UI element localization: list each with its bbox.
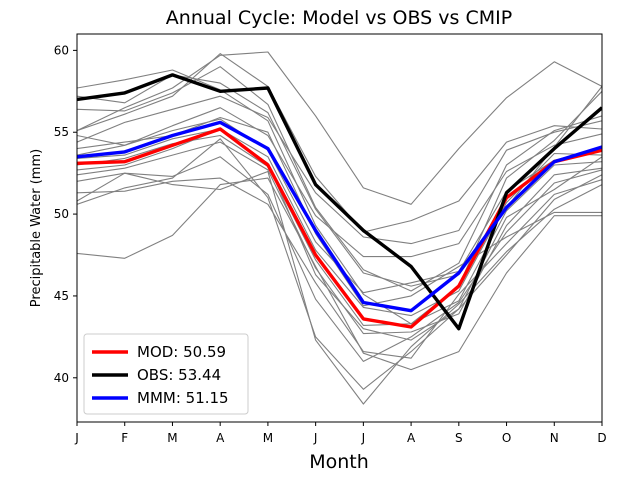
y-tick-label: 45 bbox=[54, 289, 69, 303]
ensemble-line bbox=[77, 128, 602, 317]
ensemble-line bbox=[77, 95, 602, 245]
plot-border bbox=[76, 33, 603, 423]
x-tick-label: N bbox=[550, 431, 559, 445]
ensemble-line bbox=[77, 116, 602, 307]
chart-title: Annual Cycle: Model vs OBS vs CMIP bbox=[166, 7, 512, 29]
x-tick-label: J bbox=[361, 431, 366, 445]
ensemble-line bbox=[77, 107, 602, 258]
series-line bbox=[77, 127, 602, 329]
series-line bbox=[77, 120, 602, 313]
plot-lines bbox=[77, 51, 602, 405]
ensemble-line bbox=[77, 134, 602, 326]
ensemble-line bbox=[77, 170, 602, 405]
x-tick-label: A bbox=[216, 431, 225, 445]
y-axis-label: Precipitable Water (mm) bbox=[29, 149, 44, 307]
ensemble-line bbox=[77, 177, 602, 371]
x-tick-label: O bbox=[502, 431, 511, 445]
ensemble-line bbox=[77, 128, 602, 341]
ensemble-line bbox=[77, 156, 602, 362]
legend-label: MMM: 51.15 bbox=[137, 389, 229, 407]
ensemble-line bbox=[77, 51, 602, 205]
y-tick-label: 55 bbox=[54, 125, 69, 139]
y-tick-label: 60 bbox=[54, 43, 69, 57]
x-tick-label: M bbox=[167, 431, 177, 445]
x-tick-label: F bbox=[121, 431, 128, 445]
legend: MOD: 50.59 OBS: 53.44 MMM: 51.15 bbox=[83, 333, 249, 415]
x-tick-label: A bbox=[407, 431, 416, 445]
x-tick-label: J bbox=[74, 431, 79, 445]
series-line bbox=[77, 73, 602, 331]
y-axis-ticks: 40 45 50 55 60 bbox=[54, 43, 77, 385]
axis-frame bbox=[76, 33, 603, 423]
y-tick-label: 40 bbox=[54, 371, 69, 385]
x-tick-label: J bbox=[313, 431, 318, 445]
x-tick-label: M bbox=[263, 431, 273, 445]
legend-box bbox=[83, 333, 249, 415]
ensemble-line bbox=[77, 138, 602, 390]
y-tick-label: 50 bbox=[54, 207, 69, 221]
legend-label: MOD: 50.59 bbox=[137, 343, 226, 361]
x-axis-label: Month bbox=[309, 451, 369, 473]
x-tick-label: S bbox=[455, 431, 463, 445]
ensemble-line bbox=[77, 141, 602, 335]
x-tick-label: D bbox=[597, 431, 606, 445]
ensemble-line bbox=[77, 69, 602, 325]
ensemble-line bbox=[77, 53, 602, 233]
ensemble-line bbox=[77, 66, 602, 292]
legend-label: OBS: 53.44 bbox=[137, 366, 221, 384]
